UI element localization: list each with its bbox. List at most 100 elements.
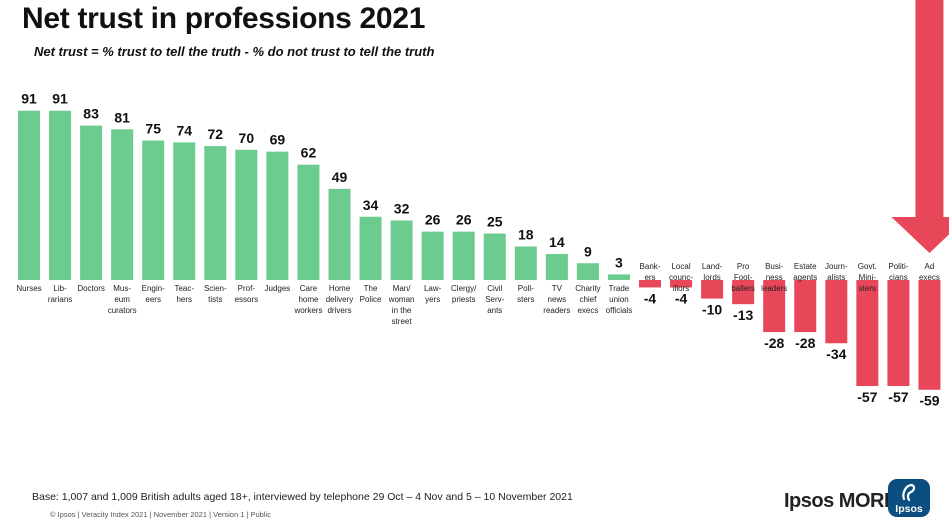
copyright-note: © Ipsos | Veracity Index 2021 | November… <box>50 510 271 519</box>
bar <box>639 280 661 288</box>
category-label: ants <box>487 306 502 315</box>
bar-value-label: -59 <box>919 393 939 409</box>
category-label: curators <box>108 306 137 315</box>
category-label: Govt. <box>858 262 877 271</box>
category-label: Man/ <box>393 284 412 293</box>
bar-value-label: 25 <box>487 214 503 230</box>
bar-value-label: -28 <box>795 335 815 351</box>
category-label: alists <box>827 273 845 282</box>
category-label: news <box>548 295 567 304</box>
bar <box>421 231 444 280</box>
category-label: Charity <box>575 284 600 293</box>
bar-value-label: 26 <box>425 212 441 228</box>
bar <box>452 231 475 280</box>
category-label: Trade <box>609 284 630 293</box>
bar-value-label: 3 <box>615 254 623 270</box>
base-footnote: Base: 1,007 and 1,009 British adults age… <box>32 491 573 503</box>
bar <box>825 280 848 344</box>
bar-value-label: -57 <box>857 389 877 405</box>
category-label: delivery <box>326 295 354 304</box>
bar <box>856 280 879 387</box>
bar <box>607 274 630 280</box>
bar-value-label: 62 <box>301 145 317 161</box>
category-label: sters <box>859 284 876 293</box>
bar <box>111 129 134 280</box>
bar <box>18 110 40 281</box>
category-label: lords <box>703 273 720 282</box>
bar <box>235 149 258 280</box>
bar <box>918 280 941 390</box>
category-label: leaders <box>761 284 787 293</box>
category-label: sters <box>517 295 534 304</box>
category-label: Law- <box>424 284 442 293</box>
bar-value-label: 72 <box>208 126 224 142</box>
bar <box>80 125 103 281</box>
category-label: Pro <box>737 262 750 271</box>
category-label: workers <box>293 306 322 315</box>
bar <box>204 146 227 280</box>
bar-value-label: 91 <box>21 91 37 107</box>
bar <box>514 246 537 280</box>
category-label: Poll- <box>518 284 534 293</box>
bar-value-label: 91 <box>52 91 68 107</box>
highlight-arrow <box>891 0 949 253</box>
bar-value-label: 26 <box>456 212 472 228</box>
category-label: chief <box>579 295 597 304</box>
bar-value-label: 32 <box>394 200 410 216</box>
category-label: The <box>364 284 378 293</box>
category-label: ballers <box>731 284 755 293</box>
category-label: rarians <box>48 295 72 304</box>
bar-value-label: 83 <box>83 106 99 122</box>
category-label: Bank- <box>640 262 661 271</box>
category-label: Scien- <box>204 284 227 293</box>
category-label: Local <box>671 262 690 271</box>
category-label: Estate <box>794 262 817 271</box>
category-label: essors <box>235 295 259 304</box>
category-label: Nurses <box>16 284 41 293</box>
bar <box>701 280 724 299</box>
category-label: TV <box>552 284 563 293</box>
bar <box>576 263 599 280</box>
category-label: in the <box>392 306 412 315</box>
bar-value-label: 49 <box>332 169 348 185</box>
category-label: Police <box>360 295 382 304</box>
category-label: yers <box>425 295 440 304</box>
bar-value-label: 14 <box>549 234 565 250</box>
category-label: illors <box>673 284 689 293</box>
category-label: Politi- <box>888 262 908 271</box>
category-label: counc- <box>669 273 693 282</box>
bar <box>359 216 382 280</box>
category-label: eers <box>145 295 161 304</box>
chart-subtitle: Net trust = % trust to tell the truth - … <box>34 44 435 59</box>
bar <box>794 280 817 333</box>
bar <box>142 140 165 280</box>
bar-value-label: 70 <box>239 130 255 146</box>
category-label: ers <box>644 273 655 282</box>
bar <box>173 142 196 280</box>
category-label: Ad <box>925 262 935 271</box>
bar <box>887 280 910 387</box>
bar-value-label: 34 <box>363 197 379 213</box>
category-label: Prof- <box>238 284 256 293</box>
logo-text: Ipsos <box>895 503 923 515</box>
category-label: officials <box>606 306 633 315</box>
category-label: hers <box>176 295 192 304</box>
bar-value-label: -4 <box>644 290 657 306</box>
bar-value-label: -4 <box>675 290 688 306</box>
logo-swirl-icon <box>902 483 916 502</box>
category-label: Care <box>300 284 318 293</box>
ipsos-logo: Ipsos <box>888 479 930 517</box>
bar <box>670 280 693 288</box>
bar-value-label: 75 <box>145 121 161 137</box>
category-label: ness <box>766 273 783 282</box>
category-label: eum <box>114 295 130 304</box>
bar-value-label: 74 <box>176 122 192 138</box>
category-label: cians <box>889 273 908 282</box>
category-label: Busi- <box>765 262 784 271</box>
category-label: Engin- <box>142 284 165 293</box>
category-label: drivers <box>327 306 351 315</box>
bar-chart: 91 Nurses 91 Lib-rarians 83 Doctors 81 Mus-eum c… <box>16 0 949 409</box>
category-label: Civil <box>487 284 502 293</box>
bar-value-label: 9 <box>584 243 592 259</box>
bar-value-label: -57 <box>888 389 908 405</box>
